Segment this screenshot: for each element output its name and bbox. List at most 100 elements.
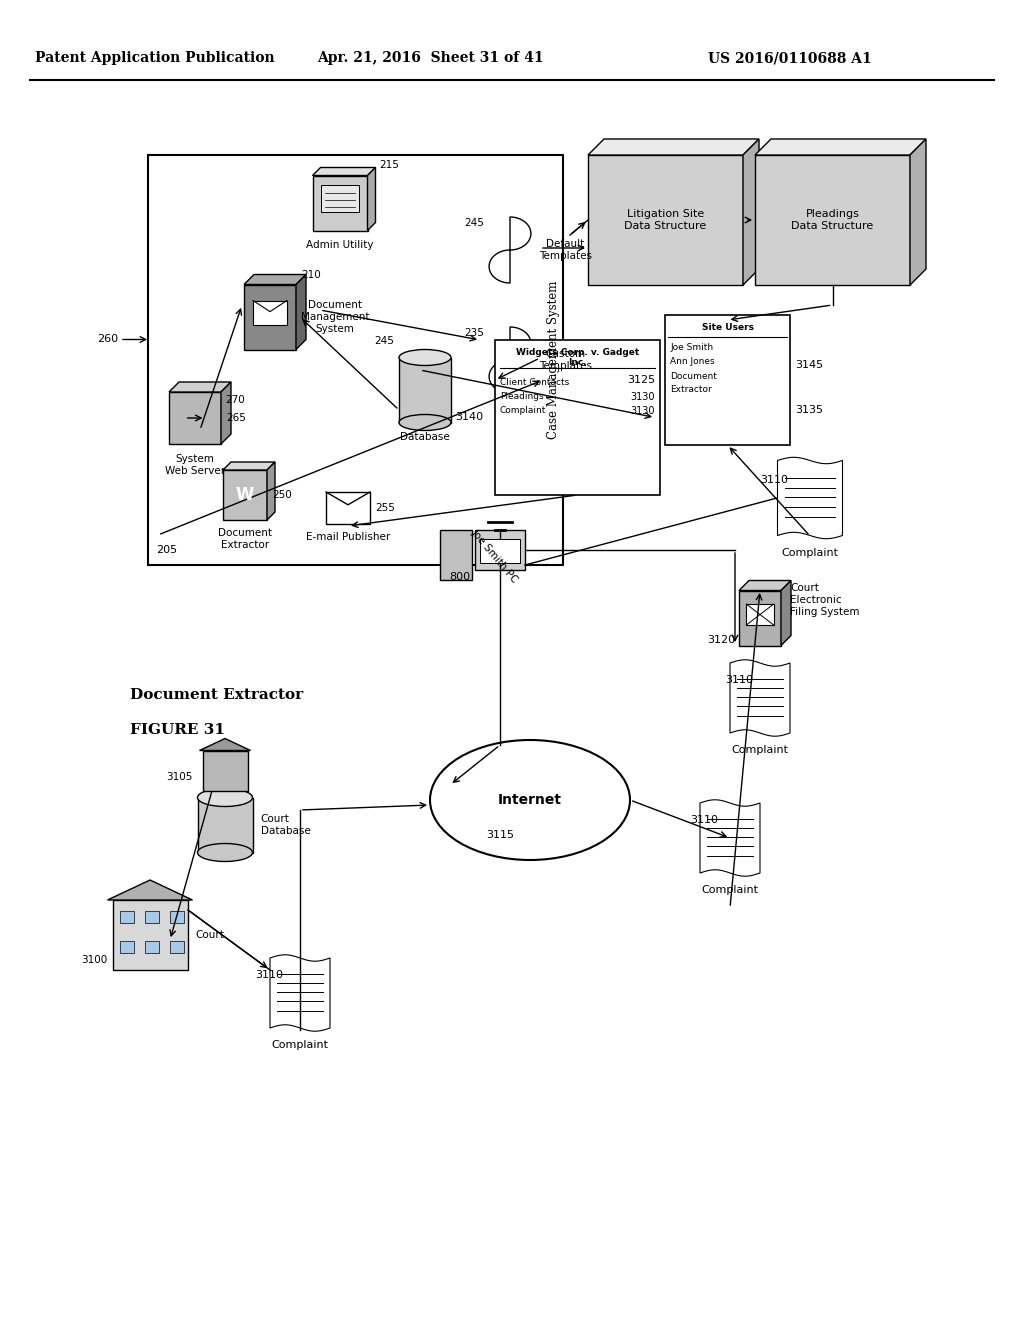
Text: Joe Smith: Joe Smith [670, 343, 713, 352]
Text: Case Management System: Case Management System [547, 281, 559, 440]
Bar [148, 154, 563, 565]
Polygon shape [755, 139, 926, 154]
Text: W: W [236, 486, 254, 504]
Bar [440, 531, 472, 579]
Polygon shape [588, 139, 759, 154]
Text: 800: 800 [449, 572, 470, 582]
Polygon shape [296, 275, 306, 350]
Polygon shape [108, 880, 193, 900]
Bar [170, 911, 183, 923]
Polygon shape [312, 168, 376, 176]
Text: 3110: 3110 [255, 970, 283, 979]
Text: 255: 255 [375, 503, 395, 513]
Polygon shape [743, 139, 759, 285]
Bar [198, 797, 253, 853]
Text: Complaint: Complaint [271, 1040, 329, 1049]
Text: Document: Document [670, 372, 717, 381]
Bar [253, 301, 287, 325]
Text: Extractor: Extractor [670, 385, 712, 393]
Text: Patent Application Publication: Patent Application Publication [35, 51, 274, 65]
Text: 3135: 3135 [795, 405, 823, 414]
Text: 205: 205 [156, 545, 177, 554]
Text: Default
Templates: Default Templates [539, 239, 592, 261]
Text: 3145: 3145 [795, 360, 823, 370]
Bar [113, 900, 187, 970]
Text: 245: 245 [464, 219, 484, 228]
Text: Complaint: Complaint [781, 548, 839, 557]
Text: Court
Electronic
Filing System: Court Electronic Filing System [790, 583, 859, 616]
Text: Document Extractor: Document Extractor [130, 688, 303, 702]
Text: Complaint: Complaint [500, 407, 547, 414]
Text: Apr. 21, 2016  Sheet 31 of 41: Apr. 21, 2016 Sheet 31 of 41 [316, 51, 544, 65]
Text: Custom
Templates: Custom Templates [539, 350, 592, 371]
Text: Pleadings
Data Structure: Pleadings Data Structure [792, 209, 873, 231]
Polygon shape [244, 275, 306, 285]
Polygon shape [270, 954, 330, 1031]
Text: Document
Management
System: Document Management System [301, 301, 370, 334]
Polygon shape [910, 139, 926, 285]
Text: 3110: 3110 [725, 675, 753, 685]
Ellipse shape [399, 414, 451, 430]
Text: 3115: 3115 [486, 830, 514, 840]
Text: 250: 250 [272, 490, 292, 500]
Text: Pleadings: Pleadings [500, 392, 544, 401]
Bar [475, 531, 525, 570]
Text: 260: 260 [97, 334, 118, 345]
Text: Complaint: Complaint [701, 884, 759, 895]
Bar [203, 751, 248, 791]
Bar [120, 911, 133, 923]
Bar [739, 590, 781, 645]
Bar [244, 285, 296, 350]
Text: Document
Extractor: Document Extractor [218, 528, 272, 549]
Text: 3120: 3120 [707, 635, 735, 645]
Polygon shape [267, 462, 275, 520]
Text: Ann Jones: Ann Jones [670, 356, 715, 366]
Polygon shape [700, 800, 760, 876]
Text: 3110: 3110 [690, 814, 718, 825]
Text: 3100: 3100 [81, 954, 108, 965]
Bar [480, 539, 520, 564]
Text: Complaint: Complaint [731, 744, 788, 755]
Ellipse shape [430, 741, 630, 861]
Text: Court
Database: Court Database [260, 814, 310, 836]
Text: 265: 265 [226, 413, 246, 422]
Text: 3130: 3130 [631, 407, 655, 416]
Text: 3105: 3105 [166, 772, 193, 783]
Ellipse shape [399, 350, 451, 366]
Text: Court: Court [196, 931, 224, 940]
Polygon shape [368, 168, 376, 231]
Polygon shape [221, 381, 231, 444]
Polygon shape [200, 738, 251, 751]
Polygon shape [777, 457, 843, 539]
Ellipse shape [198, 843, 253, 862]
Text: Client Contacts: Client Contacts [500, 378, 569, 387]
Text: 3125: 3125 [627, 375, 655, 385]
Bar [223, 470, 267, 520]
Text: 270: 270 [225, 395, 245, 405]
Bar [144, 940, 159, 953]
Bar [588, 154, 743, 285]
Text: 235: 235 [464, 329, 484, 338]
Bar [144, 911, 159, 923]
Text: Site Users: Site Users [701, 323, 754, 333]
Text: 3140: 3140 [455, 412, 483, 422]
Polygon shape [169, 381, 231, 392]
Text: System
Web Server: System Web Server [165, 454, 225, 475]
Text: E-mail Publisher: E-mail Publisher [306, 532, 390, 543]
Bar [312, 176, 368, 231]
Polygon shape [489, 327, 530, 393]
Text: 3130: 3130 [631, 392, 655, 403]
Polygon shape [489, 216, 530, 282]
Ellipse shape [198, 788, 253, 807]
Text: 3110: 3110 [760, 475, 788, 484]
Bar [169, 392, 221, 444]
Text: 210: 210 [301, 269, 321, 280]
Bar [170, 940, 183, 953]
Bar [399, 358, 451, 422]
Polygon shape [730, 660, 790, 737]
Bar [321, 185, 359, 213]
Text: FIGURE 31: FIGURE 31 [130, 723, 225, 737]
Text: 245: 245 [374, 335, 394, 346]
Bar [755, 154, 910, 285]
Text: Database: Database [400, 433, 450, 442]
